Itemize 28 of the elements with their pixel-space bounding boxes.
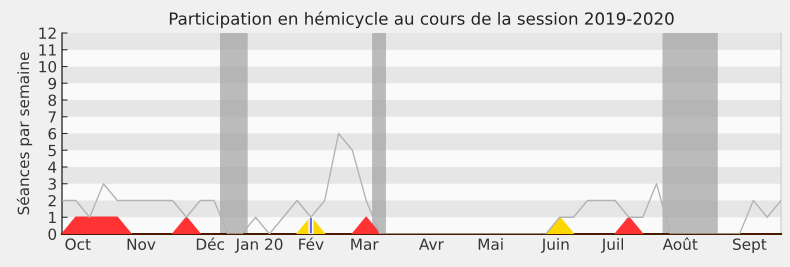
y-tick-label: 7 xyxy=(48,111,56,123)
y-tick-label: 2 xyxy=(48,194,56,206)
x-tick-label: Avr xyxy=(419,238,444,250)
y-tick-label: 0 xyxy=(48,228,56,240)
line-series xyxy=(62,132,781,234)
chart-title: Participation en hémicycle au cours de la session 2019-2020 xyxy=(170,11,674,28)
x-tick-label: Fév xyxy=(299,238,324,250)
x-tick-label: Mai xyxy=(478,238,503,250)
x-tick-label: Oct xyxy=(65,238,91,250)
x-tick-label: Jan 20 xyxy=(234,238,282,253)
y-tick-label: 4 xyxy=(48,162,56,173)
y-tick-label: 9 xyxy=(48,78,56,90)
y-tick-label: 1 xyxy=(49,212,56,224)
y-tick-label: 11 xyxy=(39,44,56,56)
y-tick-label: 12 xyxy=(39,27,56,39)
x-tick-label: Juin xyxy=(540,238,569,253)
x-tick-label: Juil xyxy=(600,238,624,253)
y-axis-title: Séances par semaine xyxy=(16,52,32,214)
x-tick-label: Sept xyxy=(733,238,766,253)
x-tick-label: Août xyxy=(662,238,698,250)
x-tick-label: Mar xyxy=(351,238,379,250)
x-tick-label: Déc xyxy=(196,238,224,250)
y-tick-label: 8 xyxy=(48,94,56,106)
y-tick-label: 10 xyxy=(39,60,56,73)
y-tick-label: 5 xyxy=(48,144,56,156)
y-tick-label: 6 xyxy=(48,128,56,140)
y-tick-label: 3 xyxy=(48,178,56,190)
x-tick-label: Nov xyxy=(128,238,156,250)
